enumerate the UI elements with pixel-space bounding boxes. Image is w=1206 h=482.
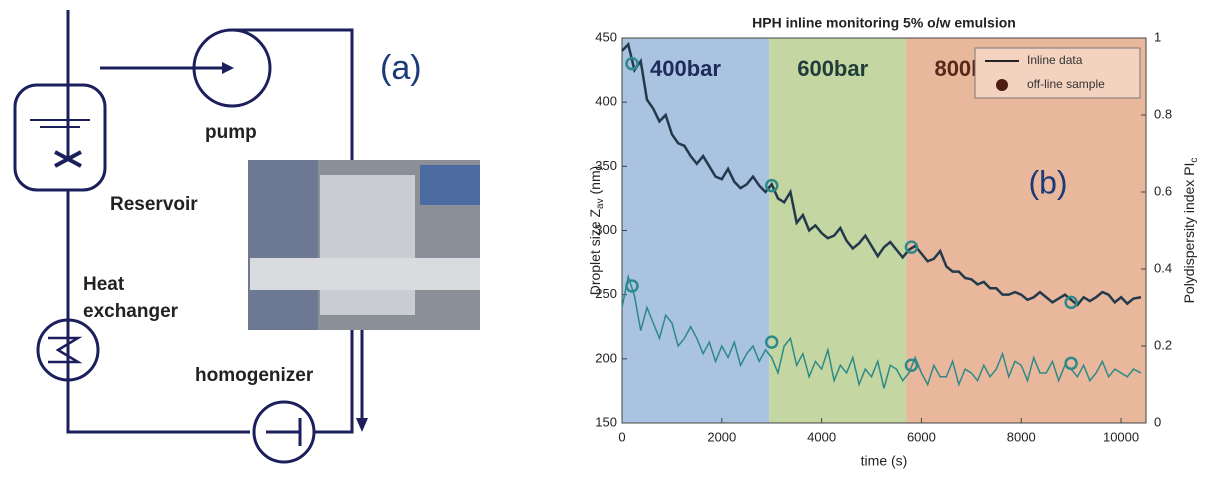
y2-axis-label: Polydispersity index PIc: [1181, 158, 1200, 304]
y-tick-label: 350: [595, 158, 617, 173]
label: Reservoir: [110, 194, 198, 215]
process-diagram: pump Reservoir Heat exchanger homogenize…: [13, 10, 480, 464]
label: exchanger: [83, 301, 179, 322]
y-tick-label: 300: [595, 222, 617, 237]
valve: [266, 418, 302, 446]
y2-tick-label: 0: [1154, 414, 1161, 429]
y2-axis-label-part: c: [1189, 158, 1200, 163]
x-tick-label: 8000: [1007, 429, 1036, 444]
sample-point: [625, 56, 639, 71]
sample-point: [1064, 295, 1078, 310]
coil: [48, 336, 83, 364]
sample-point: [625, 279, 639, 293]
x-axis-label: time (s): [861, 453, 908, 469]
legend-box: [974, 47, 1141, 99]
sample-point: [764, 178, 779, 193]
y2-tick-label: 0.2: [1154, 337, 1172, 352]
legend-marker: [996, 79, 1008, 91]
label: Heat: [83, 274, 125, 295]
region-label: 600bar: [797, 56, 868, 81]
y-tick-label: 150: [595, 414, 617, 429]
region: [622, 38, 770, 423]
x-tick-label: 0: [618, 429, 625, 444]
arrow: [222, 62, 234, 74]
data-line: [621, 273, 1142, 389]
arrow: [356, 418, 368, 432]
y-tick-label: 250: [595, 286, 617, 301]
photo-hose: [420, 165, 480, 205]
legend-label: off-line sample: [1027, 77, 1105, 91]
photo-panel: [248, 160, 318, 330]
y-axis-label-part: (nm): [587, 166, 603, 199]
annotation: (b): [1028, 164, 1067, 200]
sample-point: [904, 358, 919, 372]
chart-title: HPH inline monitoring 5% o/w emulsion: [752, 15, 1016, 31]
sample-point: [904, 240, 919, 254]
y2-tick-label: 0.8: [1154, 106, 1172, 121]
photo-device: [320, 175, 415, 315]
homogenizer-icon: [252, 400, 316, 464]
y-axis-label-part: Droplet size Z: [587, 208, 603, 295]
x-tick-label: 10000: [1103, 429, 1139, 444]
photo-tube: [250, 258, 480, 290]
y2-tick-label: 0.4: [1154, 260, 1172, 275]
y-tick-label: 200: [595, 350, 617, 365]
sample-point: [1064, 356, 1078, 371]
legend-label: Inline data: [1027, 53, 1083, 67]
y2-tick-label: 1: [1154, 29, 1161, 44]
x-tick-label: 6000: [907, 429, 936, 444]
y-axis-label: Droplet size Zav (nm): [587, 166, 606, 296]
label: pump: [205, 122, 257, 143]
y-tick-label: 450: [595, 29, 617, 44]
heat-exchanger-icon: [36, 318, 100, 382]
x-tick-label: 4000: [807, 429, 836, 444]
region: [906, 38, 1146, 423]
x-tick-label: 2000: [707, 429, 736, 444]
sample-point: [764, 335, 779, 349]
data-line: [621, 41, 1142, 307]
stirrer: [54, 150, 82, 168]
y2-axis-label-part: Polydispersity index PI: [1181, 163, 1197, 304]
y-tick-label: 400: [595, 94, 617, 109]
label: homogenizer: [195, 365, 314, 386]
panel-label: (a): [380, 49, 422, 87]
y-axis-label-part: av: [595, 198, 606, 209]
reservoir-vessel: [13, 83, 107, 192]
y2-tick-label: 0.6: [1154, 183, 1172, 198]
region-label: 400bar: [650, 56, 721, 81]
pipe: [66, 190, 250, 434]
